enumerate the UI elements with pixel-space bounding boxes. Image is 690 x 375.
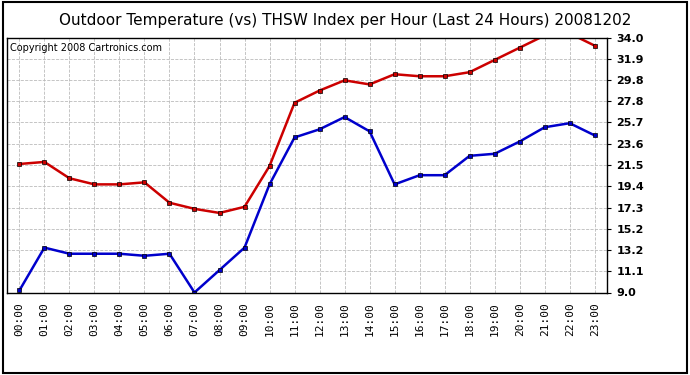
Text: Outdoor Temperature (vs) THSW Index per Hour (Last 24 Hours) 20081202: Outdoor Temperature (vs) THSW Index per … (59, 13, 631, 28)
Text: Copyright 2008 Cartronics.com: Copyright 2008 Cartronics.com (10, 43, 162, 53)
